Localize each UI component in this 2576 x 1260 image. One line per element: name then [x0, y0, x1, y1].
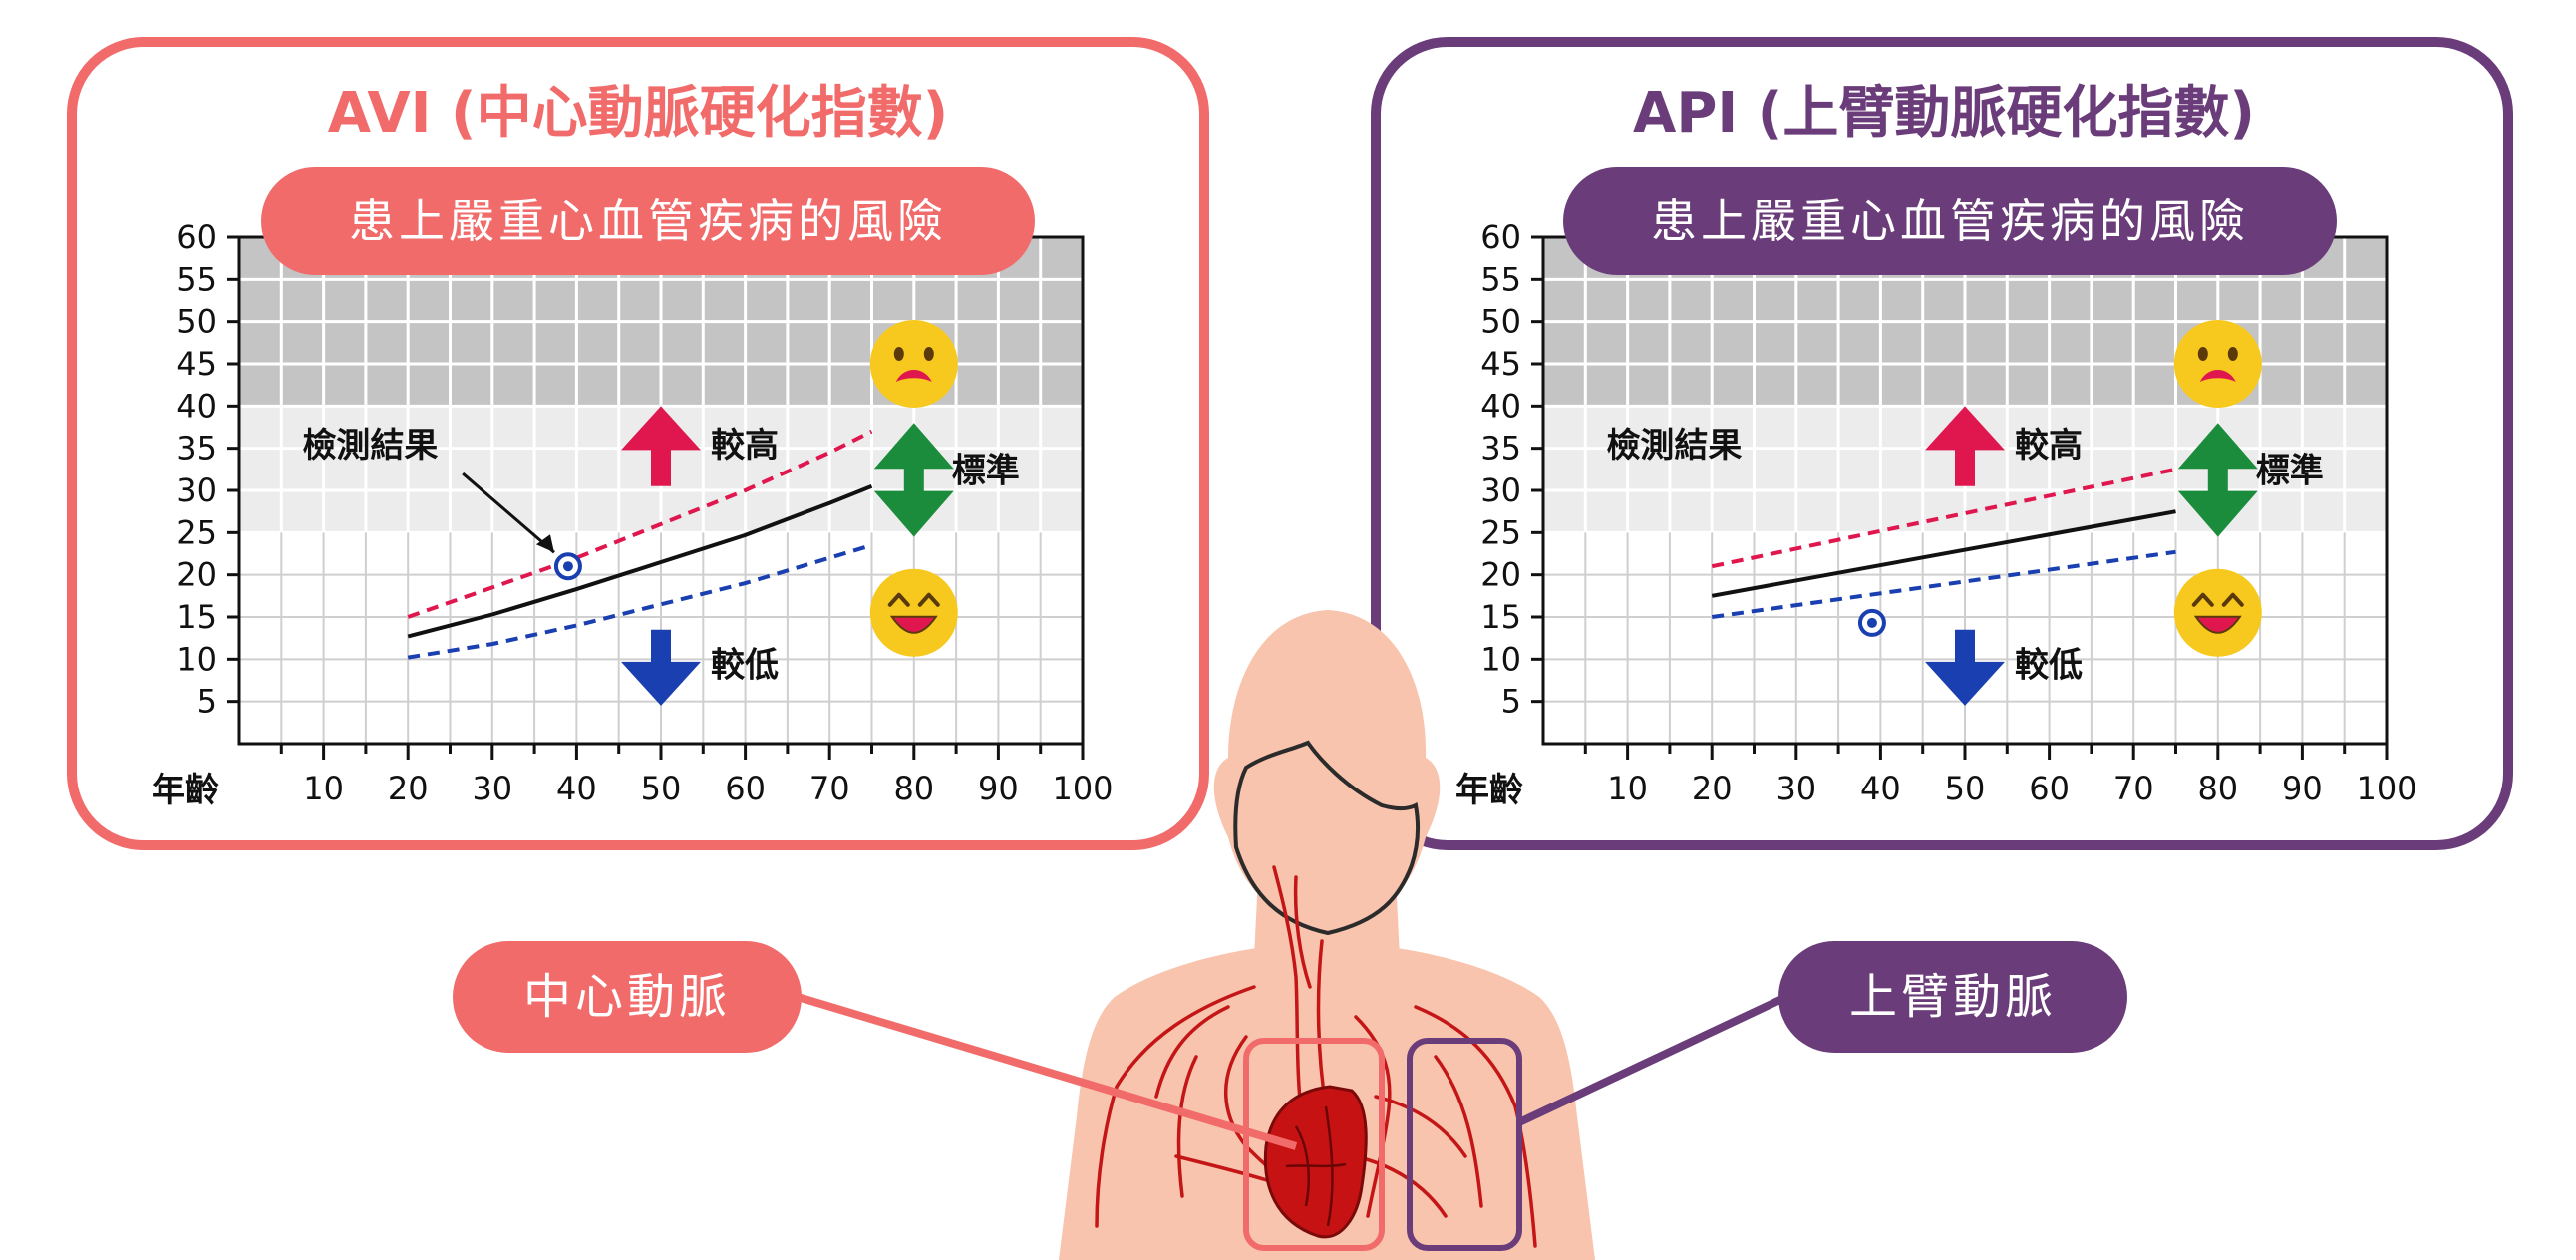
avi-series-line-0: [407, 429, 873, 619]
heart-icon: [1263, 1085, 1368, 1239]
avi-y-tick-label: 5: [197, 683, 217, 721]
api-y-tick-label: 35: [1480, 430, 1521, 468]
api-risk-banner-label: 患上嚴重心血管疾病的風險: [1651, 194, 2249, 248]
avi-y-tick-label: 25: [176, 513, 217, 551]
api-y-tick-label: 5: [1501, 683, 1521, 721]
avi-series-line-1: [407, 483, 873, 639]
api-worried-face-icon: [2173, 320, 2262, 408]
upper-arm-artery-connector: [1517, 993, 1788, 1126]
avi-title: AVI (中心動脈硬化指數): [328, 81, 948, 146]
api-x-tick-label: 70: [2113, 770, 2154, 807]
api-down-arrow-icon: [1925, 629, 2005, 706]
avi-x-tick-label: 10: [303, 770, 344, 807]
avi-panel: AVI (中心動脈硬化指數) 10 20 30 40 50 60 70 80 90 100年齡51…: [67, 37, 1209, 850]
api-x-tick-label: 50: [1945, 770, 1986, 807]
avi-higher-label: 較高: [711, 426, 779, 466]
avi-y-tick-label: 50: [176, 303, 217, 341]
api-y-tick-label: 15: [1480, 598, 1521, 636]
api-panel: API (上臂動脈硬化指數) 10 20 30 40 50 60 70 80 90 100年齡51…: [1371, 37, 2513, 850]
api-y-tick-label: 45: [1480, 345, 1521, 383]
avi-y-tick-label: 10: [176, 640, 217, 678]
api-y-tick-label: 50: [1480, 303, 1521, 341]
central-artery-label: 中心動脈: [523, 969, 731, 1025]
avi-standard-label: 標準: [952, 452, 1020, 491]
central-artery-connector: [796, 993, 1298, 1150]
avi-x-tick-label: 40: [556, 770, 597, 807]
avi-x-tick-label: 90: [978, 770, 1019, 807]
avi-y-tick-label: 15: [176, 598, 217, 636]
avi-result-leader-line: [462, 472, 555, 554]
avi-up-arrow-icon: [621, 406, 701, 486]
avi-result-label: 檢測結果: [302, 426, 438, 466]
api-y-tick-label: 55: [1480, 260, 1521, 298]
avi-x-tick-label: 100: [1052, 770, 1113, 807]
avi-down-arrow-icon: [621, 629, 701, 706]
avi-x-axis-title: 年齡: [152, 771, 219, 810]
api-x-tick-label: 30: [1775, 770, 1816, 807]
api-x-tick-label: 100: [2356, 770, 2416, 807]
avi-worried-face-icon: [869, 320, 958, 408]
api-double-arrow-icon: [2177, 423, 2258, 537]
avi-risk-banner-label: 患上嚴重心血管疾病的風險: [349, 194, 947, 248]
api-x-tick-label: 20: [1692, 770, 1733, 807]
avi-y-tick-label: 40: [176, 387, 217, 425]
avi-risk-banner: 患上嚴重心血管疾病的風險: [261, 167, 1035, 275]
api-y-tick-label: 30: [1480, 472, 1521, 509]
avi-y-tick-label: 45: [176, 345, 217, 383]
avi-result-point: [553, 552, 582, 581]
api-y-tick-label: 60: [1480, 218, 1521, 256]
api-y-tick-label: 20: [1480, 556, 1521, 594]
api-y-tick-label: 25: [1480, 513, 1521, 551]
avi-double-arrow-icon: [873, 423, 954, 537]
api-higher-label: 較高: [2015, 426, 2083, 466]
api-series-line-1: [1711, 509, 2176, 598]
face-outline: [1233, 740, 1421, 936]
avi-result-leader-arrowhead: [535, 534, 554, 553]
central-artery-highlight: [1243, 1038, 1385, 1251]
upper-arm-artery-highlight: [1407, 1038, 1522, 1251]
api-title: API (上臂動脈硬化指數): [1633, 81, 2255, 146]
avi-x-tick-label: 70: [809, 770, 850, 807]
api-y-tick-label: 40: [1480, 387, 1521, 425]
avi-x-tick-label: 50: [641, 770, 682, 807]
avi-series-line-2: [407, 543, 873, 660]
upper-arm-artery-callout: 上臂動脈: [1517, 941, 2127, 1126]
avi-smiling-face-icon: [869, 568, 958, 657]
api-smiling-face-icon: [2173, 568, 2262, 657]
avi-chart: 10 20 30 40 50 60 70 80 90 100 年齡 5 10 15 20 25 30 35 40 45…: [152, 218, 1114, 810]
human-body-illustration: [1059, 610, 1595, 1260]
avi-y-tick-label: 55: [176, 260, 217, 298]
api-x-axis-title: 年齡: [1455, 771, 1523, 810]
avi-x-tick-label: 30: [472, 770, 512, 807]
api-y-tick-label: 10: [1480, 640, 1521, 678]
api-standard-label: 標準: [2256, 452, 2324, 491]
avi-x-tick-label: 20: [388, 770, 429, 807]
api-x-tick-label: 80: [2197, 770, 2238, 807]
api-up-arrow-icon: [1925, 406, 2005, 486]
avi-lower-label: 較低: [711, 645, 779, 685]
api-lower-label: 較低: [2015, 645, 2083, 685]
upper-arm-artery-label: 上臂動脈: [1849, 969, 2057, 1025]
api-result-label: 檢測結果: [1606, 426, 1742, 466]
avi-x-tick-label: 80: [893, 770, 934, 807]
api-chart: 10 20 30 40 50 60 70 80 90 100 年齡 5 10 15 20 25 30 35 40 45…: [1455, 218, 2417, 810]
avi-y-tick-label: 20: [176, 556, 217, 594]
avi-y-tick-label: 30: [176, 472, 217, 509]
avi-y-tick-label: 35: [176, 430, 217, 468]
api-result-point: [1857, 608, 1886, 637]
api-series-line-2: [1711, 549, 2176, 619]
api-x-tick-label: 90: [2282, 770, 2323, 807]
api-x-tick-label: 10: [1607, 770, 1648, 807]
api-x-tick-label: 40: [1860, 770, 1901, 807]
central-artery-callout: 中心動脈: [453, 941, 1298, 1150]
avi-x-tick-label: 60: [725, 770, 766, 807]
api-risk-banner: 患上嚴重心血管疾病的風險: [1563, 167, 2337, 275]
avi-y-tick-label: 60: [176, 218, 217, 256]
api-x-tick-label: 60: [2029, 770, 2070, 807]
